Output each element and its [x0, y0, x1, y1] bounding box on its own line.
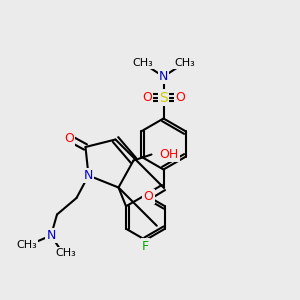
Text: S: S — [159, 91, 168, 104]
Text: O: O — [175, 91, 185, 104]
Text: OH: OH — [159, 148, 178, 161]
Text: O: O — [142, 91, 152, 104]
Text: F: F — [142, 239, 149, 253]
Text: N: N — [84, 169, 93, 182]
Text: CH₃: CH₃ — [16, 239, 38, 250]
Text: CH₃: CH₃ — [174, 58, 195, 68]
Text: CH₃: CH₃ — [132, 58, 153, 68]
Text: CH₃: CH₃ — [56, 248, 76, 259]
Text: O: O — [64, 131, 74, 145]
Text: O: O — [144, 190, 153, 203]
Text: N: N — [46, 229, 56, 242]
Text: N: N — [159, 70, 168, 83]
